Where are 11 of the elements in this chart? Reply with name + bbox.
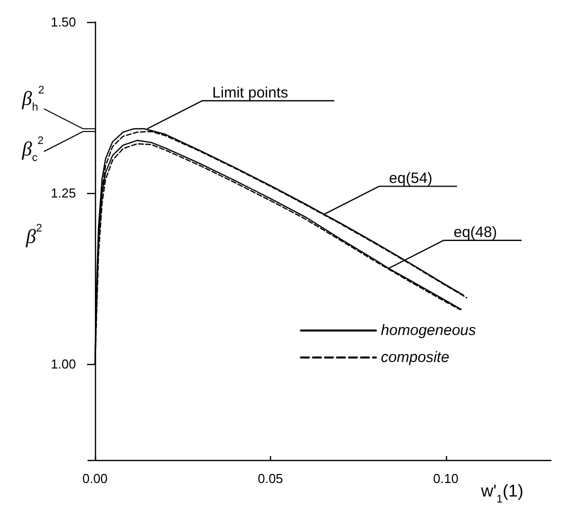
- y-tick-label: 1.00: [50, 356, 76, 372]
- annotation: Limit points: [212, 84, 288, 102]
- legend-label: homogeneous: [380, 322, 476, 339]
- x-tick-label: 0.00: [82, 471, 108, 486]
- annotation: eq(54): [389, 170, 432, 187]
- annotation: eq(48): [454, 224, 497, 241]
- x-tick-label: 0.10: [433, 471, 458, 486]
- legend-label: composite: [380, 349, 450, 366]
- y-tick-label: 1.50: [50, 14, 76, 30]
- y-tick-label: 1.25: [50, 186, 76, 201]
- x-tick-label: 0.05: [258, 471, 284, 486]
